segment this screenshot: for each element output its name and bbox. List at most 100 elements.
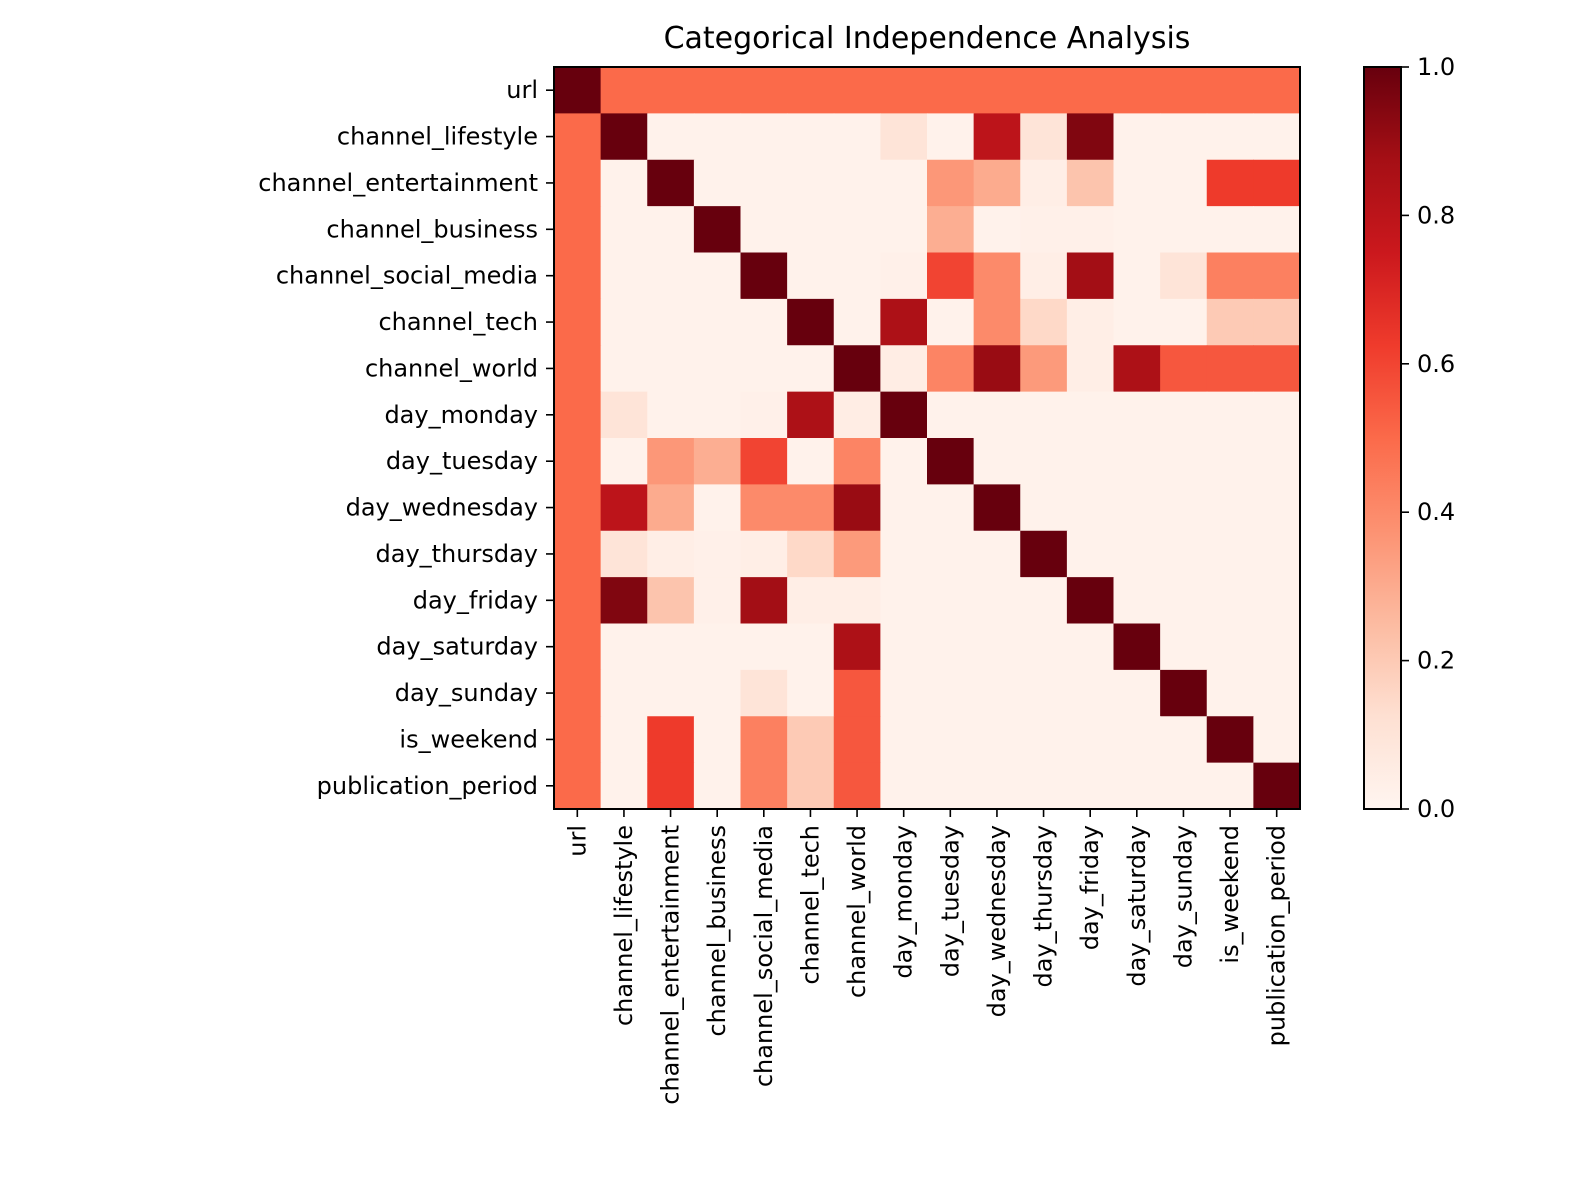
heatmap-cell bbox=[647, 577, 695, 625]
heatmap-cell bbox=[927, 623, 975, 671]
heatmap-cell bbox=[1113, 206, 1161, 254]
heatmap-cell bbox=[1113, 391, 1161, 439]
heatmap-cell bbox=[1113, 67, 1161, 114]
heatmap-cell bbox=[1253, 484, 1301, 532]
heatmap-cell bbox=[647, 669, 695, 717]
heatmap-cell bbox=[1206, 67, 1254, 114]
y-tick-label: channel_entertainment bbox=[258, 169, 538, 197]
heatmap-cell bbox=[1160, 669, 1208, 717]
heatmap-cell bbox=[647, 484, 695, 532]
heatmap-cell bbox=[1206, 298, 1254, 346]
heatmap-cell bbox=[600, 206, 648, 254]
heatmap-cell bbox=[693, 252, 742, 300]
heatmap-cell bbox=[600, 484, 648, 532]
x-tick-label: channel_tech bbox=[796, 825, 824, 985]
heatmap-cell bbox=[647, 206, 695, 254]
heatmap-cell bbox=[554, 252, 602, 300]
heatmap-cell bbox=[1160, 530, 1208, 578]
heatmap-cell bbox=[693, 298, 742, 346]
heatmap-cell bbox=[833, 113, 881, 161]
colorbar-tick-label: 0.8 bbox=[1417, 201, 1455, 229]
heatmap-cell bbox=[1113, 577, 1161, 625]
heatmap-cell bbox=[1066, 669, 1115, 717]
heatmap-cell bbox=[554, 113, 602, 161]
heatmap-cell bbox=[1020, 391, 1068, 439]
heatmap-cell bbox=[927, 438, 975, 485]
y-tick-label: publication_period bbox=[317, 772, 538, 800]
heatmap-cell bbox=[880, 159, 928, 207]
heatmap-cell bbox=[1253, 113, 1301, 161]
heatmap-cell bbox=[1160, 716, 1208, 764]
heatmap-cell bbox=[787, 669, 835, 717]
heatmap-cell bbox=[1206, 159, 1254, 207]
heatmap-cell bbox=[787, 623, 835, 671]
heatmap-cells bbox=[554, 67, 1301, 810]
heatmap-cell bbox=[1160, 298, 1208, 346]
heatmap-cell bbox=[693, 530, 742, 578]
y-tick-label: channel_business bbox=[326, 215, 538, 243]
heatmap-cell bbox=[1066, 67, 1115, 114]
heatmap-cell bbox=[554, 484, 602, 532]
heatmap-cell bbox=[554, 577, 602, 625]
heatmap-cell bbox=[833, 345, 881, 393]
heatmap-cell bbox=[1206, 252, 1254, 300]
heatmap-cell bbox=[1066, 252, 1115, 300]
colorbar-tick-label: 0.6 bbox=[1417, 350, 1455, 378]
heatmap-cell bbox=[1253, 391, 1301, 439]
x-axis: url channel_lifestyle channel_entertainmen… bbox=[563, 809, 1291, 1105]
heatmap-cell bbox=[647, 391, 695, 439]
heatmap-cell bbox=[693, 345, 742, 393]
heatmap-cell bbox=[1066, 623, 1115, 671]
heatmap-cell bbox=[554, 67, 602, 114]
plot-frame bbox=[553, 66, 1301, 810]
heatmap-cell bbox=[1160, 391, 1208, 439]
heatmap-cell bbox=[880, 113, 928, 161]
heatmap-cell bbox=[1066, 762, 1115, 810]
heatmap-cell bbox=[833, 623, 881, 671]
heatmap-cell bbox=[833, 530, 881, 578]
heatmap-cell bbox=[1020, 623, 1068, 671]
heatmap-cell bbox=[880, 484, 928, 532]
x-tick-label: channel_entertainment bbox=[657, 825, 685, 1105]
heatmap-cell bbox=[1020, 438, 1068, 485]
heatmap-cell bbox=[1253, 577, 1301, 625]
heatmap-cell bbox=[973, 438, 1021, 485]
heatmap-cell bbox=[693, 716, 742, 764]
y-tick-label: channel_tech bbox=[378, 308, 538, 336]
heatmap-cell bbox=[1020, 577, 1068, 625]
heatmap-cell bbox=[1113, 530, 1161, 578]
heatmap-cell bbox=[693, 762, 742, 810]
x-tick-label: day_monday bbox=[890, 825, 918, 979]
heatmap-cell bbox=[833, 252, 881, 300]
heatmap-cell bbox=[740, 391, 788, 439]
heatmap-cell bbox=[1253, 438, 1301, 485]
heatmap-cell bbox=[927, 669, 975, 717]
heatmap-cell bbox=[880, 206, 928, 254]
heatmap-cell bbox=[1066, 391, 1115, 439]
heatmap-cell bbox=[1206, 577, 1254, 625]
x-tick-label: publication_period bbox=[1263, 825, 1291, 1046]
heatmap-cell bbox=[740, 484, 788, 532]
heatmap-cell bbox=[787, 484, 835, 532]
heatmap-cell bbox=[1066, 113, 1115, 161]
heatmap-cell bbox=[1066, 484, 1115, 532]
heatmap-cell bbox=[740, 623, 788, 671]
x-tick-label: day_thursday bbox=[1030, 825, 1058, 988]
heatmap-cell bbox=[693, 577, 742, 625]
heatmap-cell bbox=[554, 438, 602, 485]
heatmap-cell bbox=[927, 577, 975, 625]
heatmap-cell bbox=[647, 623, 695, 671]
heatmap-cell bbox=[600, 669, 648, 717]
heatmap-cell bbox=[740, 669, 788, 717]
heatmap-cell bbox=[600, 762, 648, 810]
heatmap-cell bbox=[600, 716, 648, 764]
x-tick-label: is_weekend bbox=[1216, 825, 1244, 964]
heatmap-cell bbox=[1113, 113, 1161, 161]
heatmap-cell bbox=[554, 298, 602, 346]
heatmap-cell bbox=[1206, 113, 1254, 161]
heatmap-cell bbox=[1206, 484, 1254, 532]
heatmap-cell bbox=[1020, 206, 1068, 254]
heatmap-cell bbox=[880, 438, 928, 485]
heatmap-cell bbox=[1253, 159, 1301, 207]
heatmap-cell bbox=[1160, 159, 1208, 207]
